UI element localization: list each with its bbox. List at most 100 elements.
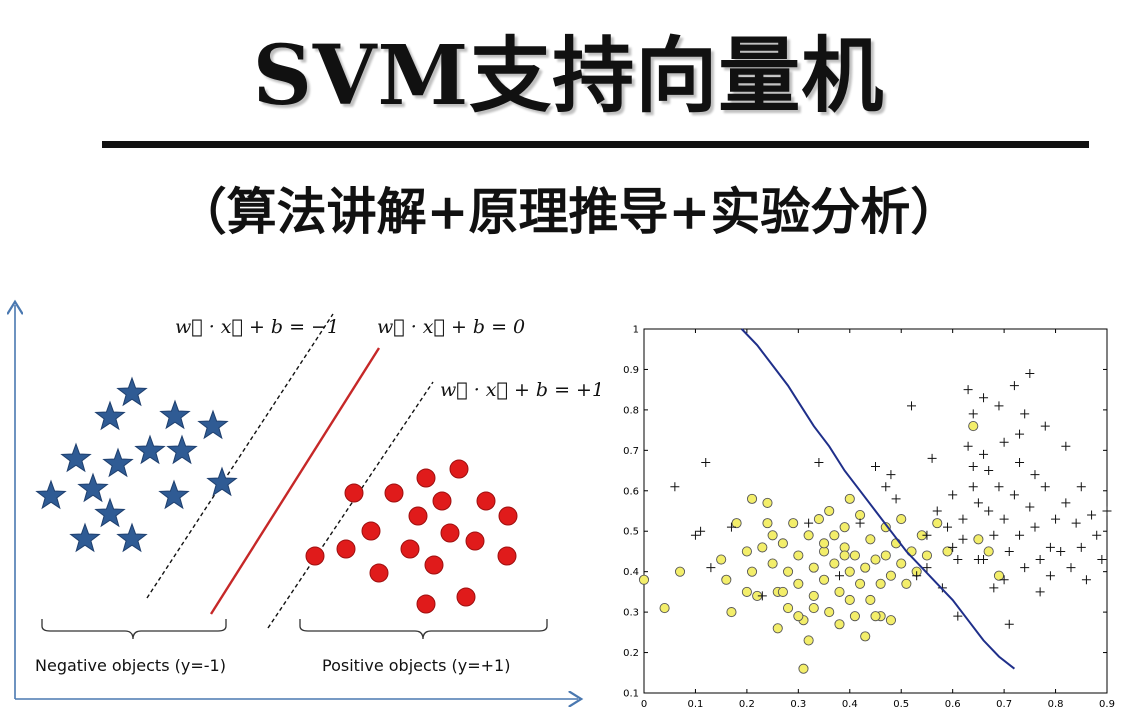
plus-point: [994, 482, 1004, 492]
circle-icon: [400, 539, 420, 559]
yellow-circle-point: [855, 509, 866, 521]
yellow-circle-point: [793, 611, 804, 622]
x-tick-label: 0.7: [996, 699, 1012, 710]
plus-point: [757, 591, 767, 601]
plus-point: [1009, 490, 1019, 500]
y-tick-label: 0.2: [623, 648, 639, 659]
plus-point: [979, 555, 989, 565]
yellow-circle-point: [782, 603, 794, 614]
plus-point: [726, 522, 736, 532]
plus-point: [989, 583, 999, 593]
plus-point: [1056, 546, 1066, 556]
yellow-circle-point: [803, 635, 814, 646]
plus-point: [1066, 563, 1076, 573]
plus-point: [1061, 498, 1071, 508]
circle-icon: [449, 459, 469, 479]
y-tick-label: 0.1: [623, 689, 639, 700]
plus-point: [1087, 510, 1097, 520]
yellow-circle-point: [757, 542, 768, 553]
star-icon: [102, 447, 134, 478]
page-subtitle: （算法讲解+原理推导+实验分析）: [176, 182, 961, 241]
plus-point: [1020, 409, 1030, 419]
yellow-circle-point: [741, 586, 752, 597]
yellow-circle-point: [767, 558, 778, 569]
plus-point: [999, 514, 1009, 524]
plus-point: [953, 555, 963, 565]
plus-point: [1004, 619, 1014, 629]
yellow-circle-point: [824, 505, 835, 517]
yellow-circle-point: [726, 607, 737, 618]
plus-point: [804, 518, 814, 528]
yellow-circle-point: [762, 497, 773, 508]
plus-point: [973, 498, 983, 508]
yellow-circle-point: [788, 518, 799, 529]
yellow-circle-point: [865, 594, 876, 606]
star-icon: [35, 479, 67, 510]
yellow-circle-point: [777, 586, 788, 597]
yellow-circle-point: [819, 574, 830, 585]
plus-point: [814, 457, 824, 467]
plus-point: [968, 462, 978, 472]
yellow-circle-point: [674, 566, 686, 577]
circle-icon: [456, 587, 476, 607]
yellow-circle-point: [849, 550, 860, 561]
yellow-circle-point: [767, 530, 778, 541]
plus-point: [701, 457, 711, 467]
x-tick-label: 0.2: [739, 699, 755, 710]
yellow-circle-point: [782, 566, 794, 577]
yellow-circle-point: [839, 550, 850, 561]
plus-point: [1061, 441, 1071, 451]
yellow-circle-point: [808, 590, 819, 601]
circle-icon: [424, 555, 444, 575]
negative-objects-group: [35, 376, 238, 553]
yellow-circle-point: [793, 578, 804, 589]
yellow-circle-point: [932, 518, 943, 529]
hyperplane-line: [209, 347, 381, 615]
yellow-circle-point: [834, 586, 845, 597]
x-tick-label: 0.6: [945, 699, 961, 710]
yellow-circle-point: [741, 546, 752, 557]
plus-point: [907, 401, 917, 411]
plus-point: [1081, 575, 1091, 585]
yellow-circle-point: [993, 570, 1005, 581]
plus-point: [994, 401, 1004, 411]
plus-point: [948, 542, 958, 552]
circle-icon: [344, 483, 364, 503]
yellow-circle-point: [798, 663, 809, 674]
yellow-circle-point: [803, 530, 814, 541]
yellow-circle-point: [896, 558, 907, 569]
plus-point: [932, 506, 942, 516]
yellow-circle-point: [829, 530, 840, 541]
plus-point: [834, 571, 844, 581]
svm-scatter-chart: 0 0.1 0.2 0.3 0.4 0.5 0.6 0.7 0.8 0.90.10.20.30.4…: [623, 325, 1115, 711]
circle-icon: [361, 521, 381, 541]
circle-icon: [465, 531, 485, 551]
yellow-circle-point: [659, 603, 670, 614]
y-tick-label: 0.6: [623, 486, 639, 497]
plus-point: [881, 482, 891, 492]
yellow-circle-point: [870, 611, 881, 622]
plus-point: [968, 482, 978, 492]
data-points: [638, 368, 1112, 674]
circle-icon: [416, 468, 436, 488]
yellow-circle-point: [896, 514, 907, 525]
yellow-circle-point: [870, 554, 881, 565]
negative-brace: [41, 619, 227, 640]
circle-icon: [305, 546, 325, 566]
plus-point: [1051, 514, 1061, 524]
circle-icon: [497, 546, 517, 566]
yellow-circle-point: [716, 554, 727, 565]
yellow-circle-point: [813, 514, 824, 525]
plus-point: [999, 437, 1009, 447]
yellow-circle-point: [942, 546, 953, 557]
axis-ticks: 0 0.1 0.2 0.3 0.4 0.5 0.6 0.7 0.8 0.90.10.20.30.4…: [623, 325, 1115, 711]
circle-icon: [416, 594, 436, 614]
yellow-circle-point: [844, 566, 855, 577]
plus-point: [1040, 482, 1050, 492]
yellow-circle-point: [824, 607, 835, 618]
plus-point: [1025, 368, 1035, 378]
y-tick-label: 0.3: [623, 608, 639, 619]
plus-point: [1025, 502, 1035, 512]
star-icon: [116, 522, 148, 553]
y-tick-label: 0.7: [623, 446, 639, 457]
